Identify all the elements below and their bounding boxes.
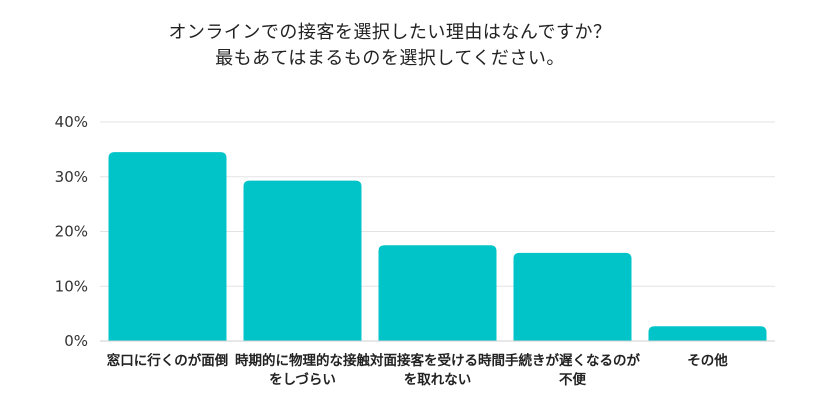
chart-title-line-2: 最もあてはまるものを選択してください。 — [215, 48, 565, 69]
x-category-label: その他 — [687, 353, 728, 369]
y-tick-label: 10% — [55, 277, 88, 295]
bar — [378, 245, 497, 341]
y-tick-label: 20% — [55, 223, 88, 241]
y-tick-label: 0% — [64, 332, 88, 350]
bar — [243, 180, 362, 341]
x-category-label: 手続きが遅くなるのが不便 — [505, 353, 640, 388]
chart-title-line-1: オンラインでの接客を選択したい理由はなんですか？ — [168, 22, 612, 43]
x-category-label: 対面接客を受ける時間を取れない — [370, 353, 505, 388]
y-tick-label: 30% — [55, 168, 88, 186]
y-tick-label: 40% — [55, 113, 88, 131]
chart-title: オンラインでの接客を選択したい理由はなんですか？ 最もあてはまるものを選択してく… — [0, 20, 780, 72]
bar — [513, 252, 632, 341]
bar — [648, 326, 767, 341]
bar — [108, 152, 227, 341]
x-category-label: 窓口に行くのが面倒 — [106, 353, 229, 369]
x-category-label: 時期的に物理的な接触をしづらい — [235, 353, 370, 388]
